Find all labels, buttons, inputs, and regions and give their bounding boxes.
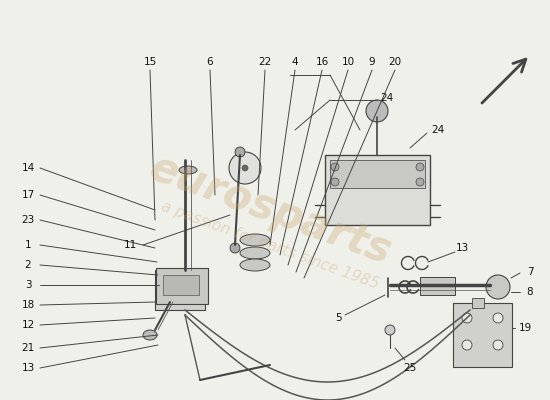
Circle shape [462,340,472,350]
Text: a passion for parts since 1985: a passion for parts since 1985 [159,198,381,292]
Bar [325,155,430,225]
Text: 25: 25 [403,363,417,373]
Circle shape [331,163,339,171]
FancyBboxPatch shape [156,268,208,304]
Text: 23: 23 [21,215,35,225]
Circle shape [493,340,503,350]
Text: 2: 2 [25,260,31,270]
Text: 21: 21 [21,343,35,353]
Text: 8: 8 [527,287,534,297]
Circle shape [493,313,503,323]
Circle shape [242,165,248,171]
Text: 13: 13 [455,243,469,253]
Text: 15: 15 [144,57,157,67]
Text: eurosparts: eurosparts [143,147,397,273]
Text: 20: 20 [388,57,401,67]
Circle shape [159,296,167,304]
Text: 24: 24 [431,125,444,135]
Text: 22: 22 [258,57,272,67]
Circle shape [366,100,388,122]
Text: 3: 3 [25,280,31,290]
Circle shape [416,178,424,186]
Circle shape [230,243,240,253]
Bar [163,275,199,295]
Circle shape [462,313,472,323]
Circle shape [416,163,424,171]
Text: 5: 5 [335,313,342,323]
Text: 13: 13 [21,363,35,373]
Text: 24: 24 [381,93,394,103]
Text: 7: 7 [527,267,534,277]
Text: 10: 10 [342,57,355,67]
Ellipse shape [143,330,157,340]
Text: 19: 19 [518,323,532,333]
Circle shape [486,275,510,299]
Bar [420,277,455,295]
Bar [330,160,425,188]
Text: 6: 6 [207,57,213,67]
Circle shape [159,276,167,284]
Circle shape [193,296,201,304]
Bar [472,298,484,308]
Circle shape [331,178,339,186]
Circle shape [385,325,395,335]
Ellipse shape [240,259,270,271]
Polygon shape [155,270,205,310]
Text: 17: 17 [21,190,35,200]
Ellipse shape [240,234,270,246]
Text: 18: 18 [21,300,35,310]
Ellipse shape [240,247,270,259]
Circle shape [235,147,245,157]
Text: 4: 4 [292,57,298,67]
Text: 12: 12 [21,320,35,330]
Circle shape [229,152,261,184]
Text: 9: 9 [368,57,375,67]
Text: 1: 1 [25,240,31,250]
Circle shape [193,276,201,284]
Text: 16: 16 [315,57,329,67]
FancyBboxPatch shape [453,303,512,367]
Ellipse shape [179,166,197,174]
Text: 11: 11 [123,240,136,250]
Text: 14: 14 [21,163,35,173]
